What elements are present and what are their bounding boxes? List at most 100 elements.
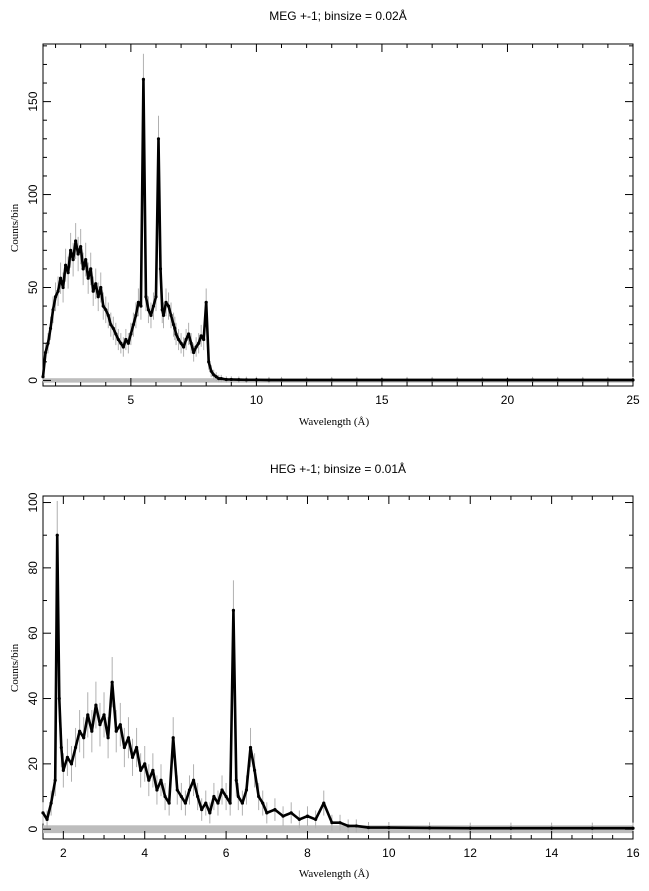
data-point (189, 341, 193, 345)
x-tick-label: 4 (141, 846, 148, 860)
data-point (59, 745, 63, 750)
data-point (101, 304, 105, 308)
data-point (46, 341, 50, 345)
data-point (81, 267, 85, 271)
data-point (134, 745, 139, 750)
data-point (581, 378, 585, 382)
data-point (130, 755, 135, 759)
data-point (199, 334, 203, 338)
data-point (49, 801, 53, 805)
data-point (149, 313, 153, 317)
data-point (281, 814, 285, 818)
data-point (240, 801, 244, 805)
x-tick-label: 2 (60, 846, 67, 860)
y-axis-ticks: 0 50 100 150 (26, 45, 633, 384)
data-point (73, 745, 78, 750)
data-point (129, 332, 133, 336)
data-point (261, 801, 265, 805)
data-point (114, 332, 118, 336)
data-point (158, 267, 163, 271)
data-point (212, 794, 216, 799)
data-point (151, 768, 155, 773)
data-point (196, 794, 200, 799)
x-axis-ticks: 2 4 6 8 10 12 14 16 (42, 496, 640, 860)
data-point (65, 755, 70, 759)
data-point (82, 736, 86, 740)
data-point (122, 745, 126, 750)
data-point (84, 258, 88, 262)
data-point (69, 762, 74, 766)
data-point (119, 341, 123, 345)
data-point (78, 729, 82, 733)
y-tick-label: 100 (26, 184, 40, 204)
data-point (305, 814, 310, 818)
data-point (160, 308, 164, 312)
data-point (322, 801, 326, 805)
data-point (606, 378, 610, 382)
data-point (61, 285, 65, 290)
x-tick-label: 12 (464, 846, 478, 860)
data-point (102, 713, 106, 717)
data-point (99, 285, 103, 290)
data-point (126, 341, 130, 345)
data-point (169, 313, 173, 317)
heg-spectrum-chart: HEG +-1; binsize = 0.01Å 2 4 6 8 10 12 14 16 02… (9, 461, 640, 880)
y-tick-label: 0 (26, 377, 40, 384)
data-point (237, 378, 241, 382)
data-point (229, 377, 233, 382)
data-point (41, 811, 45, 815)
spectrum-series-line (41, 533, 633, 830)
data-point (124, 337, 128, 342)
data-point (252, 768, 257, 773)
data-point (217, 376, 221, 381)
data-point (244, 788, 249, 792)
data-point (194, 345, 198, 349)
y-tick-label: 40 (26, 692, 40, 706)
data-point (139, 768, 143, 773)
x-tick-label: 14 (545, 846, 559, 860)
data-point (209, 369, 213, 373)
data-point (405, 378, 409, 382)
data-point (244, 378, 248, 382)
data-point (63, 263, 68, 267)
data-point (509, 826, 513, 830)
data-point (173, 326, 177, 330)
data-point (155, 788, 159, 792)
data-point (86, 713, 90, 717)
data-point (74, 239, 78, 243)
y-tick-label: 20 (26, 757, 40, 771)
data-point (590, 826, 594, 830)
data-point (265, 811, 269, 815)
data-point (200, 808, 204, 812)
data-point (175, 788, 179, 792)
data-point (66, 271, 70, 275)
data-point (154, 295, 158, 299)
data-point (156, 137, 161, 141)
y-tick-label: 100 (26, 492, 40, 512)
data-point (56, 289, 60, 293)
data-point (151, 304, 156, 308)
data-point (234, 778, 238, 782)
data-point (192, 350, 196, 355)
data-point (79, 244, 83, 249)
data-point (338, 821, 342, 825)
data-point (141, 77, 146, 81)
data-point (147, 778, 151, 782)
x-tick-label: 16 (626, 846, 640, 860)
data-point (207, 360, 211, 364)
data-point (176, 337, 181, 342)
data-point (126, 736, 131, 740)
data-point (104, 308, 108, 312)
data-point (45, 817, 49, 822)
data-point (179, 794, 183, 799)
data-point (58, 276, 63, 280)
data-point (314, 817, 318, 822)
data-point (110, 680, 114, 684)
data-point (202, 337, 206, 342)
y-tick-label: 80 (26, 561, 40, 575)
data-point (53, 295, 58, 299)
x-tick-label: 8 (304, 846, 311, 860)
data-point (114, 729, 118, 733)
data-point (167, 801, 171, 805)
y-axis-ticks: 0 20 40 60 80 100 (26, 492, 633, 833)
